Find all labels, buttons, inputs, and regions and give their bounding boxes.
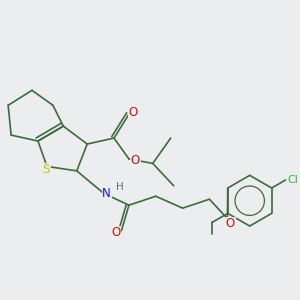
Text: N: N <box>102 187 111 200</box>
Text: O: O <box>129 106 138 119</box>
Text: Cl: Cl <box>287 175 298 185</box>
Text: O: O <box>131 154 140 167</box>
Text: H: H <box>116 182 124 192</box>
Text: O: O <box>112 226 121 239</box>
Text: S: S <box>43 164 50 176</box>
Text: O: O <box>226 218 235 230</box>
